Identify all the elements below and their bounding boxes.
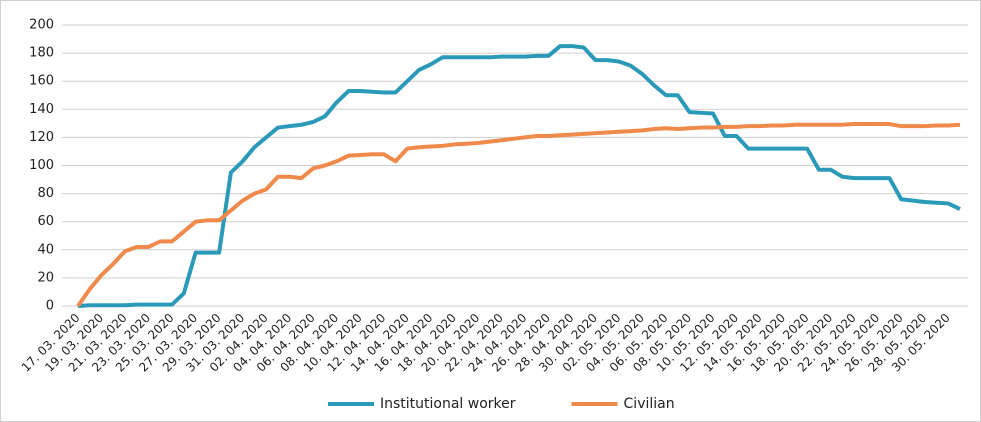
y-tick-label: 180 xyxy=(29,46,54,61)
series-line xyxy=(77,44,961,308)
y-tick-label: 160 xyxy=(29,74,54,89)
y-tick-label: 200 xyxy=(29,18,54,33)
y-tick-label: 120 xyxy=(29,130,54,145)
y-tick-label: 140 xyxy=(29,102,54,117)
y-tick-label: 80 xyxy=(37,186,54,201)
y-tick-label: 0 xyxy=(46,299,54,314)
legend-label: Institutional worker xyxy=(380,396,516,412)
y-tick-label: 40 xyxy=(37,242,54,257)
y-tick-label: 100 xyxy=(29,158,54,173)
legend-label: Civilian xyxy=(624,396,675,412)
y-tick-label: 60 xyxy=(37,214,54,229)
y-tick-label: 20 xyxy=(37,270,54,285)
series-line xyxy=(76,122,961,308)
